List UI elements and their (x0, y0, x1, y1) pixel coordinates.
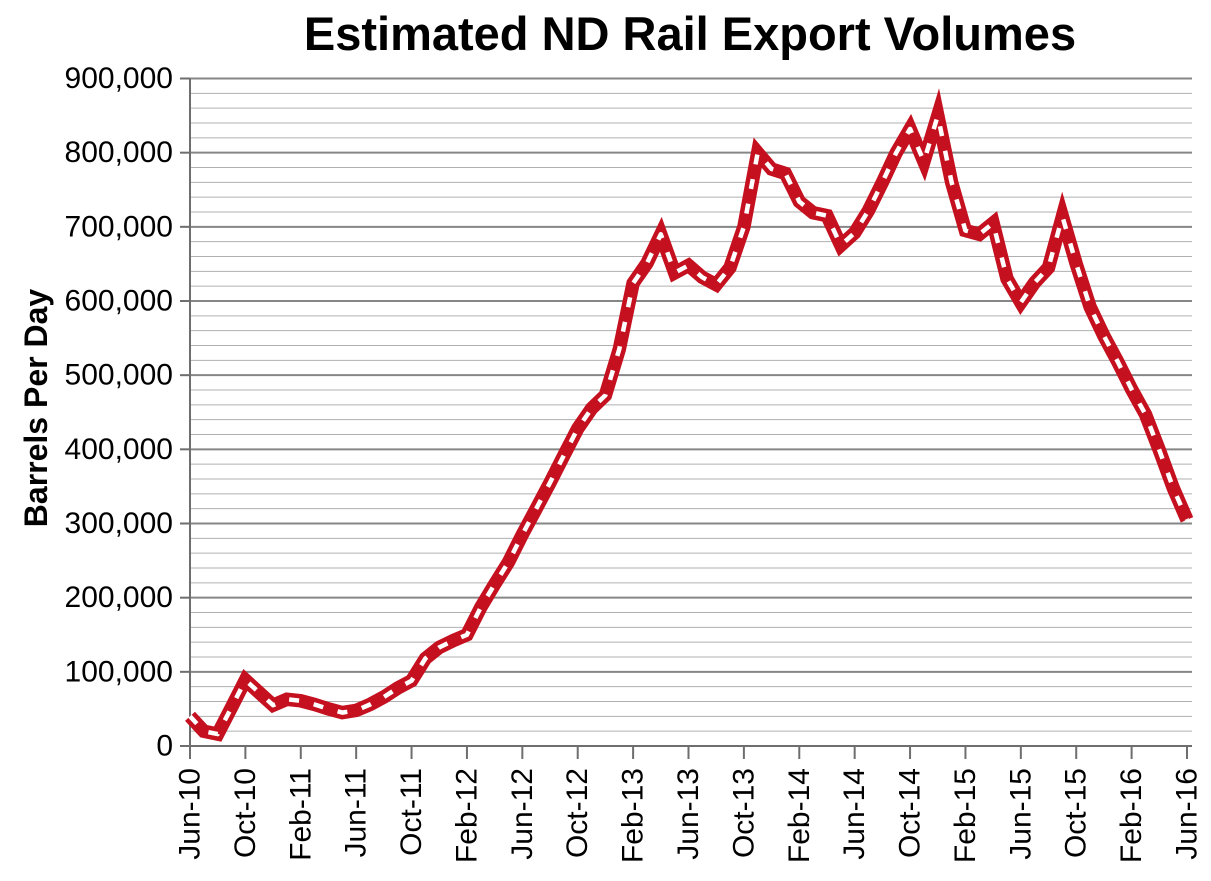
x-tick-label: Feb-14 (783, 768, 816, 863)
x-axis-ticks (189, 746, 1188, 759)
y-tick-label: 200,000 (65, 581, 173, 614)
y-tick-label: 400,000 (65, 433, 173, 466)
x-tick-label: Oct-13 (727, 768, 760, 858)
series-line-dash-overlay (188, 113, 1190, 737)
y-tick-label: 900,000 (65, 62, 173, 95)
x-tick-label: Oct-10 (229, 768, 262, 858)
y-axis-ticks (180, 77, 190, 747)
x-tick-label: Jun-12 (506, 768, 539, 860)
y-tick-label: 700,000 (65, 210, 173, 243)
y-axis-title: Barrels Per Day (18, 289, 54, 528)
x-tick-label: Feb-15 (949, 768, 982, 863)
x-tick-label: Jun-14 (838, 768, 871, 860)
x-tick-label: Jun-13 (672, 768, 705, 860)
x-tick-label: Jun-16 (1171, 768, 1204, 860)
x-tick-label: Feb-16 (1115, 768, 1148, 863)
x-tick-label: Oct-11 (395, 768, 428, 856)
x-tick-label: Oct-12 (561, 768, 594, 858)
y-tick-label: 300,000 (65, 507, 173, 540)
x-tick-label: Jun-15 (1004, 768, 1037, 860)
y-tick-label: 600,000 (65, 285, 173, 318)
x-tick-label: Oct-14 (894, 768, 927, 858)
x-tick-label: Oct-15 (1060, 768, 1093, 858)
x-tick-label: Jun-10 (174, 768, 207, 860)
gridlines (190, 77, 1192, 732)
x-axis-labels: Jun-10 Oct-10 Feb-11 Jun-11 Oct-11 Feb-12 Jun-… (174, 768, 1204, 863)
y-axis-labels: 0 100,000 200,000 300,000 400,000 500,000 600,… (65, 62, 173, 763)
y-tick-label: 100,000 (65, 655, 173, 688)
y-tick-label: 800,000 (65, 136, 173, 169)
y-tick-label: 500,000 (65, 359, 173, 392)
chart-title: Estimated ND Rail Export Volumes (304, 7, 1076, 60)
data-series (185, 88, 1194, 742)
x-tick-label: Feb-13 (617, 768, 650, 863)
x-tick-label: Feb-11 (284, 768, 317, 861)
y-tick-label: 0 (156, 730, 173, 763)
series-line (185, 88, 1194, 742)
x-tick-label: Jun-11 (340, 768, 373, 858)
axes (189, 78, 1192, 747)
x-tick-label: Feb-12 (450, 768, 483, 863)
